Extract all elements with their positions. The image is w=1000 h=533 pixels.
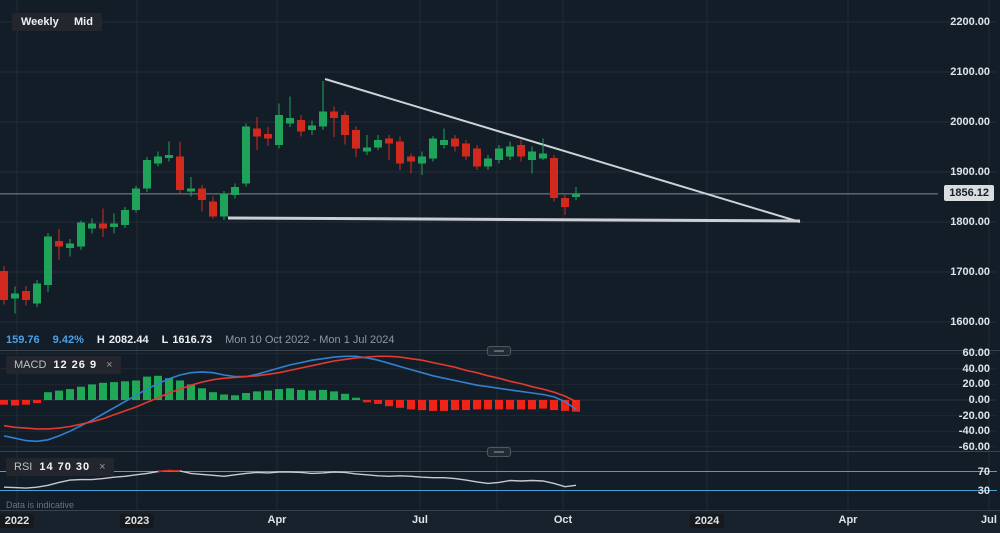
- macd-axis-label: 20.00: [962, 378, 990, 390]
- rsi-indicator-pill: RSI 14 70 30 ×: [6, 458, 114, 476]
- rsi-line: [3, 469, 577, 489]
- macd-indicator-pill: MACD 12 26 9 ×: [6, 356, 121, 374]
- change-value: 159.76: [6, 334, 40, 346]
- rsi-label: RSI: [14, 461, 33, 473]
- x-axis-label: Jul: [412, 514, 428, 526]
- x-axis-year-badge: 2023: [119, 514, 155, 528]
- pane-resize-handle[interactable]: [487, 346, 511, 356]
- price-axis-label: 2200.00: [950, 16, 990, 28]
- rsi-axis-label: 30: [977, 485, 990, 497]
- low-value: 1616.73: [172, 334, 213, 346]
- price-axis-label: 2000.00: [950, 116, 990, 128]
- macd-label: MACD: [14, 359, 47, 371]
- pane-resize-handle[interactable]: [487, 447, 511, 457]
- high-label: H: [96, 334, 105, 346]
- high-value: 2082.44: [108, 334, 149, 346]
- x-axis-year-badge: 2024: [689, 514, 725, 528]
- candles-series: [0, 81, 580, 314]
- macd-params: 12 26 9: [53, 359, 98, 371]
- macd-axis-label: -60.00: [958, 441, 990, 453]
- x-axis-label: Apr: [267, 514, 287, 526]
- price-type-button[interactable]: Mid: [65, 13, 102, 31]
- current-price-tag: 1856.12: [944, 185, 994, 201]
- support-line[interactable]: [227, 216, 801, 223]
- disclaimer-text: Data is indicative: [6, 500, 75, 510]
- ohlc-info-bar: 159.76 9.42% H 2082.44 L 1616.73 Mon 10 …: [6, 334, 394, 346]
- rsi-axis-label: 70: [977, 466, 990, 478]
- x-axis-label: Jul: [981, 514, 997, 526]
- macd-axis-label: 40.00: [962, 363, 990, 375]
- period-low: L 1616.73: [162, 334, 213, 346]
- macd-axis-label: -40.00: [958, 425, 990, 437]
- price-axis-label: 1900.00: [950, 166, 990, 178]
- price-axis-label: 1800.00: [950, 216, 990, 228]
- low-label: L: [161, 334, 169, 346]
- period-high: H 2082.44: [97, 334, 149, 346]
- time-axis-strip[interactable]: [0, 510, 1000, 533]
- close-icon[interactable]: ×: [99, 461, 106, 473]
- grip-icon: [494, 451, 504, 453]
- macd-axis-label: -20.00: [958, 410, 990, 422]
- price-axis-label: 2100.00: [950, 66, 990, 78]
- rsi-params: 14 70 30: [39, 461, 91, 473]
- grip-icon: [494, 350, 504, 352]
- macd-axis-label: 0.00: [968, 394, 990, 406]
- price-axis-label: 1600.00: [950, 316, 990, 328]
- date-range: Mon 10 Oct 2022 - Mon 1 Jul 2024: [225, 334, 395, 346]
- x-axis-label: Apr: [838, 514, 858, 526]
- trendline[interactable]: [324, 78, 801, 223]
- grid: [0, 0, 1000, 510]
- change-percent: 9.42%: [52, 334, 84, 346]
- x-axis-label: Oct: [553, 514, 573, 526]
- macd-line: [3, 355, 577, 443]
- price-axis-label: 1700.00: [950, 266, 990, 278]
- macd-histogram: [0, 375, 580, 412]
- signal-line: [3, 355, 577, 430]
- macd-axis-label: 60.00: [962, 347, 990, 359]
- rsi-overbought-segment: [157, 469, 181, 473]
- close-icon[interactable]: ×: [106, 359, 113, 371]
- x-axis-year-badge: 2022: [0, 514, 35, 528]
- timeframe-button[interactable]: Weekly: [12, 13, 68, 31]
